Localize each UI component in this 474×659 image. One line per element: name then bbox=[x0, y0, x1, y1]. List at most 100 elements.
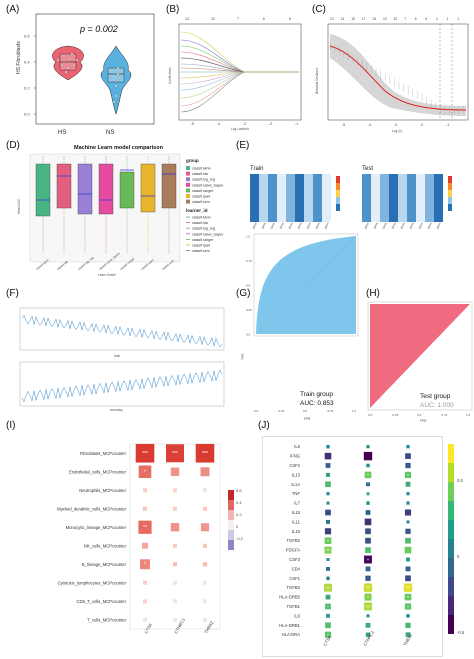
colorbar-step bbox=[336, 197, 340, 204]
top-tick-label: 5 bbox=[425, 17, 427, 21]
correlation-cell bbox=[173, 580, 177, 585]
row-label: Fibroblasts_MCPcounter bbox=[80, 451, 127, 456]
heatmap-cell bbox=[434, 174, 443, 186]
top-tick-label: 10 bbox=[383, 17, 387, 21]
data-point bbox=[56, 58, 60, 62]
colorbar-step bbox=[448, 183, 452, 190]
heatmap-cell bbox=[313, 198, 322, 210]
row-label: HLA-DRA bbox=[282, 632, 301, 637]
column-label: gene bbox=[381, 221, 388, 229]
correlation-cell bbox=[326, 613, 330, 618]
data-point bbox=[114, 94, 118, 98]
heatmap-cell bbox=[434, 210, 443, 222]
coefficient-path bbox=[180, 51, 299, 73]
row-label: IL7 bbox=[294, 501, 300, 506]
column-label: gene bbox=[363, 221, 370, 229]
x-tick-label: -5 bbox=[191, 122, 194, 126]
heatmap-cell bbox=[277, 186, 286, 198]
correlation-cell bbox=[324, 537, 332, 544]
y-tick-label: 1.0 bbox=[246, 235, 251, 239]
x-tick-label: 1.0 bbox=[466, 413, 471, 417]
heatmap-cell bbox=[362, 186, 371, 198]
correlation-cell bbox=[406, 614, 410, 618]
heatmap-cell bbox=[250, 210, 259, 222]
bottom-legend: accuracy bbox=[110, 408, 123, 412]
roc-frame bbox=[253, 233, 359, 337]
column-label: gene bbox=[260, 221, 267, 229]
column-label: gene bbox=[323, 221, 330, 229]
top-tick-label: 5 bbox=[289, 17, 291, 21]
correlation-cell bbox=[365, 537, 371, 544]
violin-plot: p = 0.002 HS Fibroblasts 0.0 0.2 0.4 0.6 HS… bbox=[16, 13, 155, 136]
colorbar-step bbox=[448, 176, 452, 183]
group-label-ns: NS bbox=[106, 130, 114, 136]
top-tick-label: 14 bbox=[341, 17, 345, 21]
row-label: Monocytic_lineage_MCPcounter bbox=[66, 525, 127, 530]
heatmap-cell bbox=[277, 210, 286, 222]
heatmap-cell bbox=[407, 186, 416, 198]
correlation-cell bbox=[326, 492, 330, 496]
x-tick-label: 0.25 bbox=[393, 413, 399, 417]
x-axis-label: FPR bbox=[420, 419, 427, 423]
correlation-cell bbox=[365, 622, 371, 628]
correlation-cell bbox=[138, 520, 152, 534]
legend-swatch bbox=[186, 188, 190, 193]
heatmap-cell bbox=[250, 174, 259, 186]
colorbar-step bbox=[448, 501, 454, 520]
heatmap-cell bbox=[250, 186, 259, 198]
legend-swatch bbox=[186, 194, 190, 198]
row-label: NK_cells_MCPcounter bbox=[84, 543, 127, 548]
confidence-band bbox=[330, 34, 466, 116]
significance-star: * bbox=[367, 492, 369, 497]
correlation-cell bbox=[405, 462, 411, 469]
colorbar-tick-label: 0.2 bbox=[236, 512, 242, 517]
correlation-cell bbox=[143, 599, 147, 604]
correlation-cell bbox=[405, 481, 411, 487]
heatmap-cell bbox=[362, 198, 371, 210]
correlation-cell bbox=[142, 542, 148, 549]
correlation-cell bbox=[365, 566, 371, 572]
column-label: gene bbox=[269, 221, 276, 229]
significance-star: ** bbox=[406, 586, 410, 591]
colorbar-step bbox=[336, 183, 340, 190]
panel-label-j: (J) bbox=[258, 420, 270, 431]
heatmap-cell bbox=[322, 186, 331, 198]
top-tick-label: 15 bbox=[351, 17, 355, 21]
column-label: gene bbox=[399, 221, 406, 229]
column-label: THBS2 bbox=[203, 620, 214, 635]
coefficient-path bbox=[180, 31, 299, 73]
correlation-cell bbox=[173, 506, 177, 511]
row-label: IL1A bbox=[291, 482, 300, 487]
legend-label: classif.kknn bbox=[192, 167, 211, 171]
correlation-cell bbox=[140, 559, 150, 570]
correlation-cell bbox=[405, 622, 411, 628]
top-tick-label: 13 bbox=[330, 17, 334, 21]
colorbar-tick-label: 0.6 bbox=[236, 488, 242, 493]
row-label: IL15 bbox=[292, 510, 301, 515]
diagonal bbox=[255, 235, 357, 335]
correlation-cell bbox=[405, 632, 411, 638]
significance-star: * bbox=[327, 633, 329, 638]
heatmap-cell bbox=[295, 210, 304, 222]
legend-swatch bbox=[186, 199, 190, 204]
legend-label: classif.log_reg bbox=[192, 178, 215, 182]
significance-star: * bbox=[327, 539, 329, 544]
colorbar-step bbox=[448, 444, 454, 463]
roc-auc-label: AUC: 0.853 bbox=[300, 400, 334, 407]
colorbar-step bbox=[448, 463, 454, 482]
legend-label: classif.svm bbox=[192, 249, 210, 253]
colorbar-step bbox=[448, 539, 454, 558]
column-label: gene bbox=[287, 221, 294, 229]
top-tick-label: 6 bbox=[263, 17, 265, 21]
heatmap-cell bbox=[259, 210, 268, 222]
colorbar-step bbox=[448, 204, 452, 211]
top-tick-label: 6 bbox=[415, 17, 417, 21]
coefficient-path bbox=[180, 39, 299, 73]
heatmap-cell bbox=[389, 186, 398, 198]
heatmap-cell bbox=[407, 210, 416, 222]
colorbar-step bbox=[228, 510, 234, 520]
training-curves: train accuracy bbox=[19, 307, 225, 412]
correlation-cell bbox=[405, 575, 411, 582]
legend-label: classif.naive_bayes bbox=[192, 183, 223, 187]
correlation-cell bbox=[173, 543, 177, 548]
